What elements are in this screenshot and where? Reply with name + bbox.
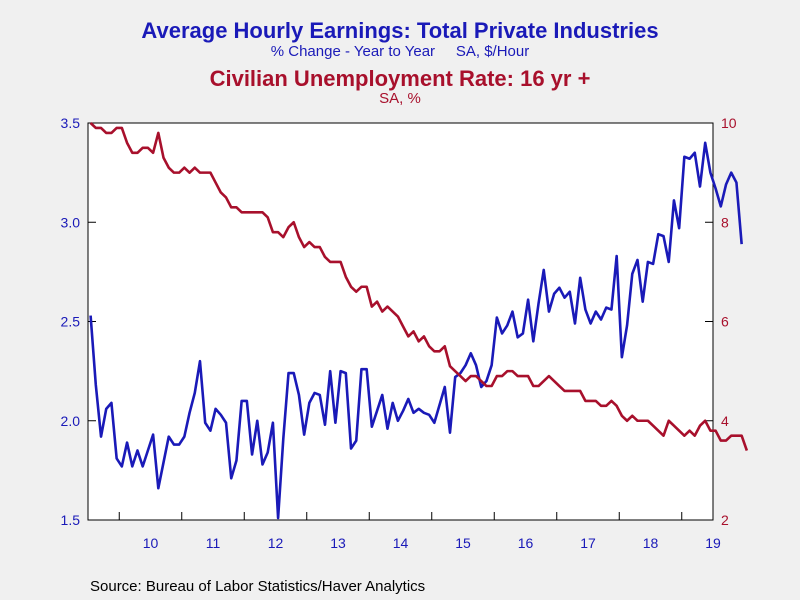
chart-title-unemployment: Civilian Unemployment Rate: 16 yr + [209,66,591,91]
source-note: Source: Bureau of Labor Statistics/Haver… [90,578,426,595]
y-right-tick-label: 6 [721,314,729,330]
x-tick-label: 19 [705,535,721,551]
x-tick-label: 13 [330,535,346,551]
y-right-tick-label: 10 [721,115,737,131]
x-tick-label: 17 [580,535,596,551]
y-left-tick-label: 3.0 [61,214,81,230]
earnings-line [89,141,743,520]
y-left-tick-label: 3.5 [61,115,81,131]
x-tick-label: 14 [393,535,409,551]
unemployment-line [89,122,749,451]
dual-axis-line-chart: 1.5 2.0 2.5 3.0 3.5 2 4 6 8 10 10 11 12 13 14 15 16 17 18 1… [61,115,749,551]
y-right-tick-label: 2 [721,512,729,528]
y-left-tick-label: 1.5 [61,512,81,528]
chart-subtitle-earnings: % Change - Year to Year SA, $/Hour [270,43,530,60]
x-tick-label: 11 [206,535,221,551]
y-right-tick-label: 4 [721,413,729,429]
chart-subtitle-unemployment: SA, % [379,90,421,107]
y-left-tick-label: 2.0 [61,413,81,429]
x-tick-label: 15 [455,535,471,551]
x-tick-label: 12 [268,535,284,551]
y-left-tick-label: 2.5 [61,314,81,330]
x-tick-label: 16 [518,535,534,551]
chart-title-earnings: Average Hourly Earnings: Total Private I… [141,18,659,43]
x-tick-label: 10 [143,535,159,551]
y-right-tick-label: 8 [721,214,729,230]
x-tick-label: 18 [643,535,659,551]
